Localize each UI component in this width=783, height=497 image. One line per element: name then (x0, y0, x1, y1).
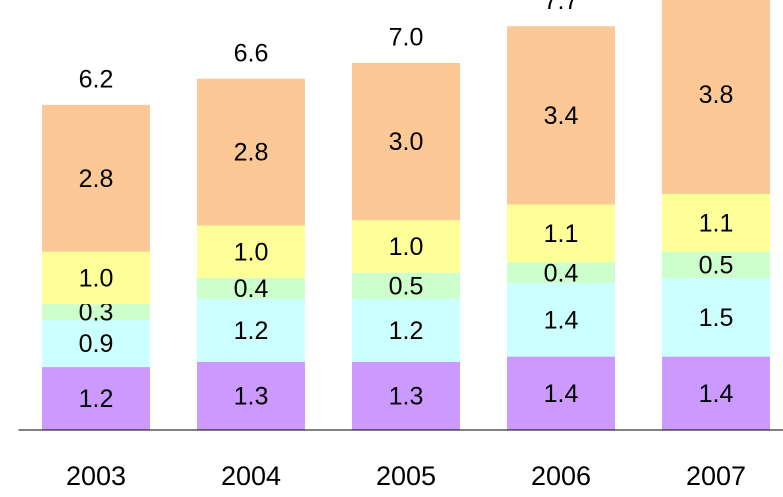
x-tick-label: 2004 (221, 461, 281, 491)
value-label: 3.8 (699, 81, 734, 109)
value-label: 1.4 (699, 380, 734, 408)
bar-segment (352, 220, 460, 273)
x-tick-label: 2006 (531, 461, 591, 491)
bar-segment (507, 356, 615, 430)
bar-segment (507, 283, 615, 357)
bar-segment (42, 251, 150, 305)
total-label: 7.0 (389, 24, 424, 52)
value-label: 1.0 (234, 238, 269, 266)
value-label: 3.0 (389, 128, 424, 156)
value-label: 1.3 (389, 383, 424, 411)
value-label: 1.2 (234, 317, 269, 345)
value-label: 0.5 (389, 272, 424, 300)
x-tick-label: 2003 (66, 461, 126, 491)
value-label: 0.5 (699, 251, 734, 279)
value-label: 1.0 (389, 233, 424, 261)
value-label: 3.4 (544, 102, 579, 130)
bar-segment (662, 277, 770, 357)
bar-segment (352, 272, 460, 299)
total-label: 7.7 (544, 0, 579, 15)
value-label: 1.4 (544, 306, 579, 334)
bar-segment (352, 62, 460, 221)
bar-segment (197, 277, 305, 299)
bar-segment (42, 304, 150, 320)
bar-segment (42, 367, 150, 430)
bar-segment (352, 298, 460, 362)
value-label: 1.0 (79, 265, 114, 293)
value-label: 0.4 (544, 259, 579, 287)
x-tick-label: 2005 (376, 461, 436, 491)
value-label: 1.1 (544, 220, 579, 248)
bar-segment (662, 251, 770, 278)
bar-segment (507, 26, 615, 205)
value-label: 1.3 (234, 383, 269, 411)
value-label: 1.1 (699, 209, 734, 237)
bar-segment (197, 78, 305, 226)
value-label: 1.4 (544, 380, 579, 408)
value-label: 2.8 (79, 165, 114, 193)
bar-segment (42, 104, 150, 252)
bar-segment (42, 319, 150, 368)
bar-segment (507, 262, 615, 284)
bar-segment (197, 298, 305, 362)
value-label: 1.2 (79, 385, 114, 413)
value-label: 0.4 (234, 275, 269, 303)
bar-segment (352, 361, 460, 430)
bar-segment (662, 0, 770, 195)
value-label: 1.5 (699, 304, 734, 332)
total-label: 6.2 (79, 65, 114, 93)
total-label: 6.6 (234, 39, 269, 67)
bar-segment (507, 204, 615, 263)
bar-segment (197, 361, 305, 430)
x-tick-label: 2007 (686, 461, 746, 491)
bar-segment (197, 225, 305, 278)
bar-segment (662, 194, 770, 252)
value-label: 2.8 (234, 139, 269, 167)
bar-segment (662, 356, 770, 430)
value-label: 0.9 (79, 330, 114, 358)
value-label: 1.2 (389, 317, 424, 345)
